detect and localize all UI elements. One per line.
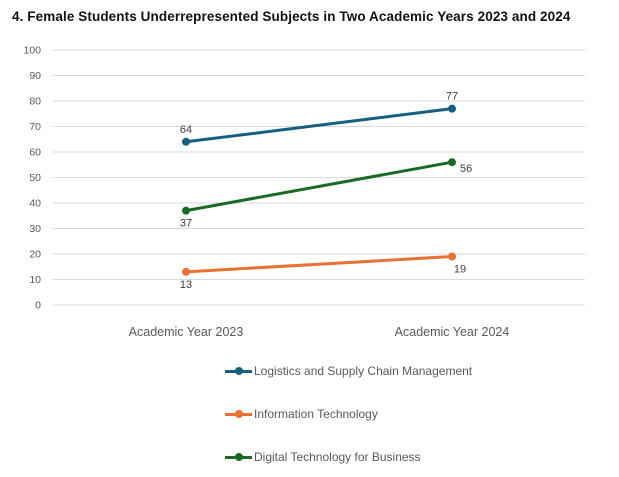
legend-marker-dot xyxy=(234,410,243,418)
legend-item: Digital Technology for Business xyxy=(225,450,472,464)
legend-marker-line xyxy=(225,410,252,418)
data-point xyxy=(182,267,190,276)
legend-item-label: Digital Technology for Business xyxy=(254,450,421,464)
y-tick-label: 40 xyxy=(29,198,41,210)
data-label: 13 xyxy=(180,279,192,291)
data-label: 19 xyxy=(454,264,466,276)
y-tick-label: 70 xyxy=(29,121,41,133)
data-point xyxy=(448,104,456,113)
legend-item-label: Logistics and Supply Chain Management xyxy=(254,364,473,378)
chart-legend: Logistics and Supply Chain Management Inf… xyxy=(225,364,472,464)
legend-item: Information Technology xyxy=(225,407,472,421)
y-tick-label: 100 xyxy=(23,45,41,57)
chart-title: 4. Female Students Underrepresented Subj… xyxy=(12,9,571,24)
data-label: 37 xyxy=(180,218,192,230)
data-point xyxy=(448,252,456,261)
legend-marker-line xyxy=(225,367,252,375)
series-line xyxy=(184,107,454,144)
series-line xyxy=(184,160,454,213)
x-category-label: Academic Year 2023 xyxy=(129,325,244,339)
y-tick-label: 30 xyxy=(29,223,41,235)
x-category-label: Academic Year 2024 xyxy=(395,325,510,339)
y-tick-label: 10 xyxy=(29,274,41,286)
y-tick-label: 20 xyxy=(29,249,41,261)
legend-marker-dot xyxy=(234,453,243,461)
series-line xyxy=(184,255,454,274)
y-tick-label: 60 xyxy=(29,147,41,159)
data-label: 64 xyxy=(180,124,192,136)
legend-marker-dot xyxy=(234,367,243,375)
legend-marker-line xyxy=(225,453,252,461)
data-label: 77 xyxy=(446,91,458,103)
data-label: 56 xyxy=(460,163,472,175)
y-tick-label: 0 xyxy=(35,300,41,312)
y-tick-label: 80 xyxy=(29,96,41,108)
data-point xyxy=(182,137,190,146)
line-chart-plot-area: 0 10 20 30 40 50 60 70 80 90 100 Academic Year 2023… xyxy=(23,45,585,339)
data-point xyxy=(448,158,456,167)
legend-item-label: Information Technology xyxy=(254,407,378,421)
legend-item: Logistics and Supply Chain Management xyxy=(225,364,472,378)
y-tick-label: 90 xyxy=(29,70,41,82)
y-tick-label: 50 xyxy=(29,172,41,184)
data-point xyxy=(182,206,190,215)
